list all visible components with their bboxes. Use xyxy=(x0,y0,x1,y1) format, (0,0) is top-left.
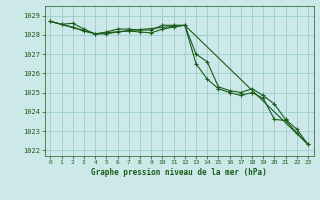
X-axis label: Graphe pression niveau de la mer (hPa): Graphe pression niveau de la mer (hPa) xyxy=(91,168,267,177)
